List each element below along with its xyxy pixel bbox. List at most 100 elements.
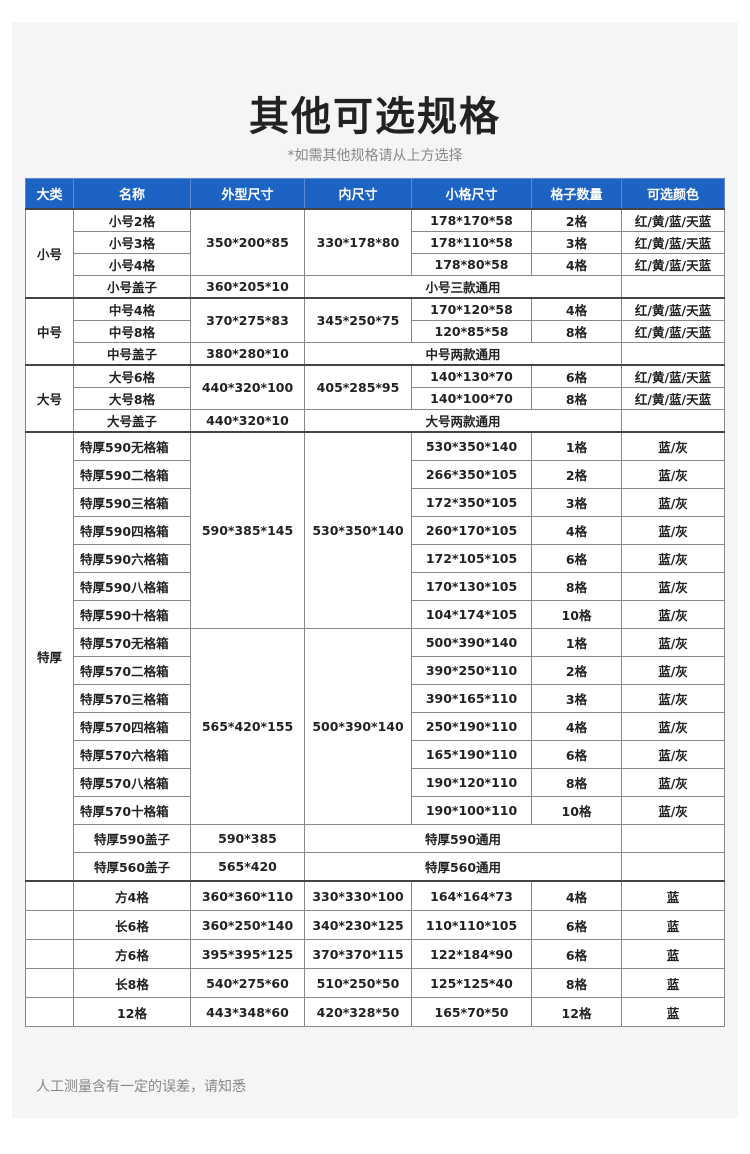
cell-cell: 164*164*73 (411, 880, 532, 911)
color-cell: 蓝/灰 (621, 712, 725, 741)
lid-row: 小号盖子 360*205*10 小号三款通用 (26, 275, 725, 299)
cell-count-cell: 1格 (531, 628, 622, 657)
table-header-row: 大类 名称 外型尺寸 内尺寸 小格尺寸 格子数量 可选颜色 (25, 178, 725, 210)
name-cell: 特厚590二格箱 (73, 460, 191, 489)
cell-size-cell: 266*350*105 (411, 460, 532, 489)
color-cell: 蓝 (621, 910, 725, 940)
cell-count-cell: 4格 (531, 516, 622, 545)
table-row: 特厚590六格箱 172*105*105 6格 蓝/灰 (26, 544, 725, 573)
color-cell (621, 852, 725, 882)
cell-count-cell: 8格 (531, 387, 622, 410)
name-cell: 特厚560盖子 (73, 852, 191, 882)
cell-count-cell: 3格 (531, 684, 622, 713)
cell-count-cell: 1格 (531, 431, 622, 461)
cell-cell: 110*110*105 (411, 910, 532, 940)
name-cell: 特厚590四格箱 (73, 516, 191, 545)
color-cell: 红/黄/蓝/天蓝 (621, 253, 725, 276)
color-cell: 蓝/灰 (621, 768, 725, 797)
name-cell: 特厚570四格箱 (73, 712, 191, 741)
name-cell: 特厚590无格箱 (73, 431, 191, 461)
color-cell (621, 409, 725, 433)
color-cell (621, 342, 725, 366)
inner-size-cell: 530*350*140 (304, 431, 412, 629)
color-cell (621, 824, 725, 853)
cell-count-cell: 2格 (531, 208, 622, 232)
column-header: 大类 (25, 178, 74, 210)
cell-size-cell: 190*120*110 (411, 768, 532, 797)
name-cell: 方4格 (73, 880, 191, 911)
cell-size-cell: 165*190*110 (411, 740, 532, 769)
category-cell: 特厚 (25, 431, 74, 882)
color-cell: 蓝/灰 (621, 740, 725, 769)
cell-size-cell: 250*190*110 (411, 712, 532, 741)
table-row: 小号4格 178*80*58 4格 红/黄/蓝/天蓝 (26, 253, 725, 276)
count-cell: 6格 (531, 910, 622, 940)
cell-size-cell: 190*100*110 (411, 796, 532, 825)
table-row: 方4格 360*360*110 330*330*100 164*164*73 4格蓝 (25, 880, 725, 911)
page-title: 其他可选规格 (249, 94, 501, 140)
inner-size-cell: 500*390*140 (304, 628, 412, 825)
inner-size-cell: 405*285*95 (304, 364, 412, 410)
color-cell: 红/黄/蓝/天蓝 (621, 364, 725, 388)
cell-size-cell: 530*350*140 (411, 431, 532, 461)
outer-cell: 360*250*140 (190, 910, 305, 940)
category-cell (25, 939, 74, 969)
name-cell: 特厚570三格箱 (73, 684, 191, 713)
cell-size-cell: 140*100*70 (411, 387, 532, 410)
outer-size-cell: 350*200*85 (190, 208, 305, 276)
table-row: 特厚590二格箱 266*350*105 2格 蓝/灰 (26, 460, 725, 489)
outer-size-cell: 440*320*100 (190, 364, 305, 410)
cell-size-cell: 178*170*58 (411, 208, 532, 232)
page-subtitle: *如需其他规格请从上方选择 (287, 148, 463, 164)
cell-count-cell: 4格 (531, 297, 622, 321)
name-cell: 特厚570二格箱 (73, 656, 191, 685)
inner-cell: 420*328*50 (304, 997, 412, 1027)
lid-row: 特厚590盖子 590*385 特厚590通用 (26, 824, 725, 853)
cell-count-cell: 10格 (531, 796, 622, 825)
cell-cell: 122*184*90 (411, 939, 532, 969)
cell-count-cell: 3格 (531, 231, 622, 254)
cell-size-cell: 178*110*58 (411, 231, 532, 254)
outer-size-cell: 380*280*10 (190, 342, 305, 366)
outer-size-cell: 565*420*155 (190, 628, 305, 825)
cell-size-cell: 172*350*105 (411, 488, 532, 517)
table-row: 中号 中号4格 370*275*83 345*250*75 170*120*58 4格 红/… (25, 297, 725, 366)
outer-cell: 360*360*110 (190, 880, 305, 911)
inner-cell: 370*370*115 (304, 939, 412, 969)
category-cell (25, 997, 74, 1027)
cell-count-cell: 6格 (531, 364, 622, 388)
name-cell: 小号2格 (73, 208, 191, 232)
name-cell: 特厚570无格箱 (73, 628, 191, 657)
outer-size-cell: 440*320*10 (190, 409, 305, 433)
color-cell: 红/黄/蓝/天蓝 (621, 387, 725, 410)
outer-size-cell: 360*205*10 (190, 275, 305, 299)
name-cell: 特厚570十格箱 (73, 796, 191, 825)
cell-size-cell: 170*120*58 (411, 297, 532, 321)
color-cell: 蓝/灰 (621, 572, 725, 601)
color-cell: 蓝/灰 (621, 544, 725, 573)
cell-count-cell: 6格 (531, 544, 622, 573)
color-cell: 蓝/灰 (621, 431, 725, 461)
name-cell: 特厚590六格箱 (73, 544, 191, 573)
color-cell: 红/黄/蓝/天蓝 (621, 320, 725, 343)
cell-count-cell: 6格 (531, 740, 622, 769)
column-header: 内尺寸 (304, 178, 412, 210)
cell-cell: 165*70*50 (411, 997, 532, 1027)
cell-count-cell: 2格 (531, 656, 622, 685)
color-cell: 蓝/灰 (621, 796, 725, 825)
cell-count-cell: 8格 (531, 768, 622, 797)
count-cell: 4格 (531, 880, 622, 911)
outer-cell: 540*275*60 (190, 968, 305, 998)
cell-size-cell: 140*130*70 (411, 364, 532, 388)
column-header: 名称 (73, 178, 191, 210)
table-row: 特厚570十格箱 190*100*110 10格 蓝/灰 (26, 796, 725, 825)
table-row: 12格 443*348*60 420*328*50 165*70*50 12格蓝 (25, 997, 725, 1027)
inner-cell: 330*330*100 (304, 880, 412, 911)
compatibility-note: 特厚590通用 (304, 824, 622, 853)
category-cell: 中号 (25, 297, 74, 366)
table-row: 小号3格 178*110*58 3格 红/黄/蓝/天蓝 (26, 231, 725, 254)
category-cell: 大号 (25, 364, 74, 433)
name-cell: 小号4格 (73, 253, 191, 276)
table-row: 特厚 特厚590无格箱 590*385*145 530*350*140 530*350*… (25, 431, 725, 882)
outer-size-cell: 590*385 (190, 824, 305, 853)
